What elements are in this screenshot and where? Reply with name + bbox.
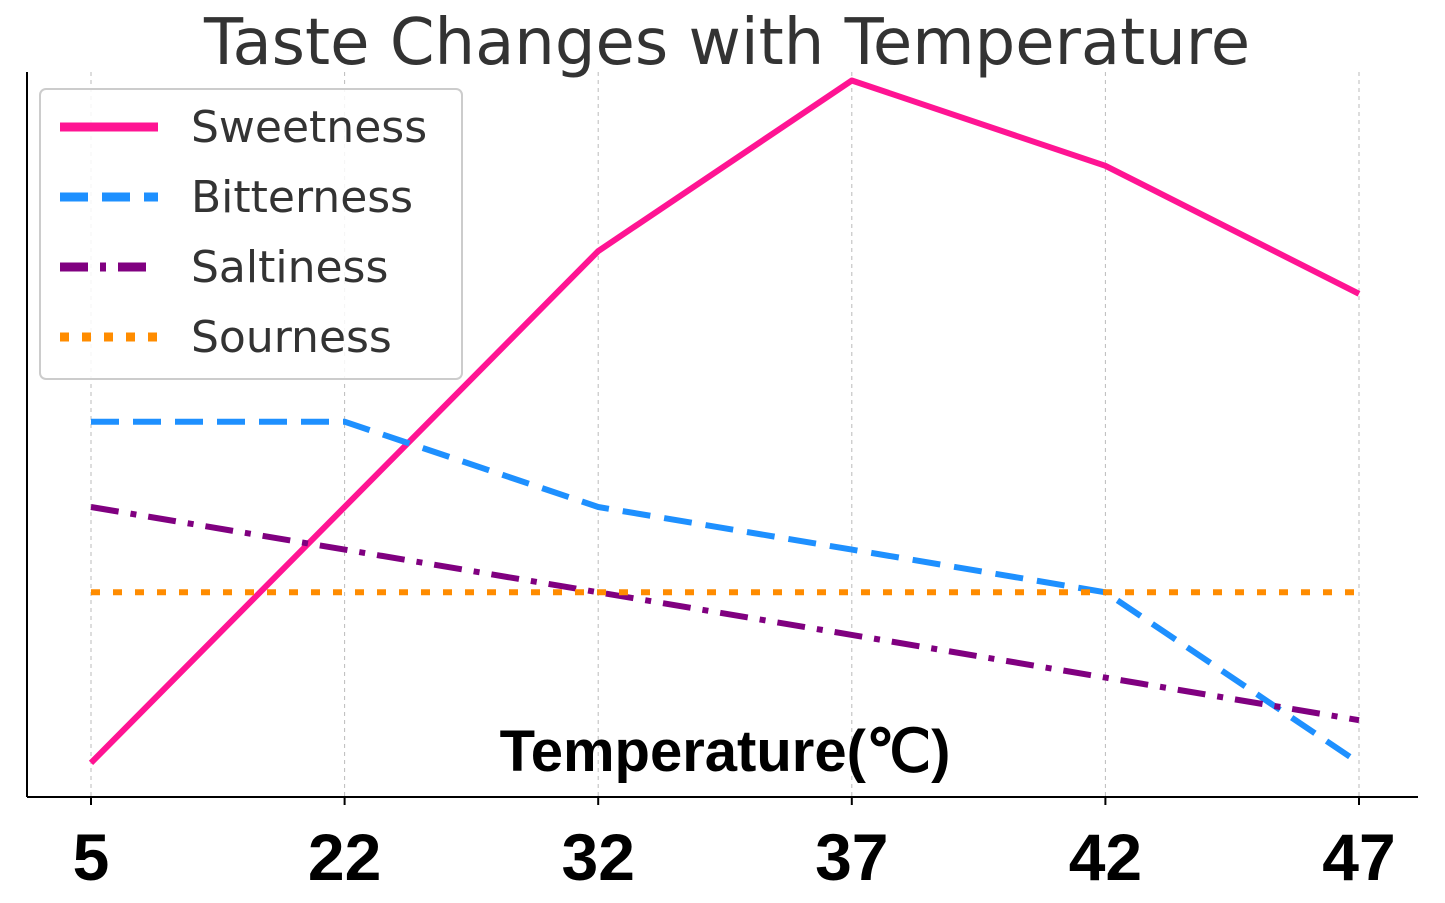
legend-label-sourness: Sourness [191, 312, 392, 363]
series-lines [88, 77, 1361, 766]
x-tick-label: 42 [1069, 820, 1142, 894]
x-tick-labels: 5 22 32 37 42 47 [73, 797, 1396, 894]
legend-label-bitterness: Bitterness [191, 172, 413, 223]
legend-label-saltiness: Saltiness [191, 242, 388, 293]
legend: Sweetness Bitterness Saltiness Sourness [39, 88, 463, 380]
x-tick-label: 37 [815, 820, 888, 894]
x-tick-label: 22 [308, 820, 381, 894]
x-tick-label: 47 [1322, 820, 1395, 894]
x-tick-label: 32 [561, 820, 634, 894]
chart-title: Taste Changes with Temperature [203, 6, 1250, 80]
series-line-saltiness [90, 504, 1360, 724]
legend-label-sweetness: Sweetness [191, 102, 427, 153]
series-line-sweetness [88, 77, 1361, 766]
x-axis-label: Temperature(℃) [500, 719, 951, 784]
x-tick-label: 5 [73, 820, 110, 894]
series-line-bitterness [91, 418, 1361, 766]
legend-box [39, 88, 463, 380]
axes [26, 72, 1418, 798]
